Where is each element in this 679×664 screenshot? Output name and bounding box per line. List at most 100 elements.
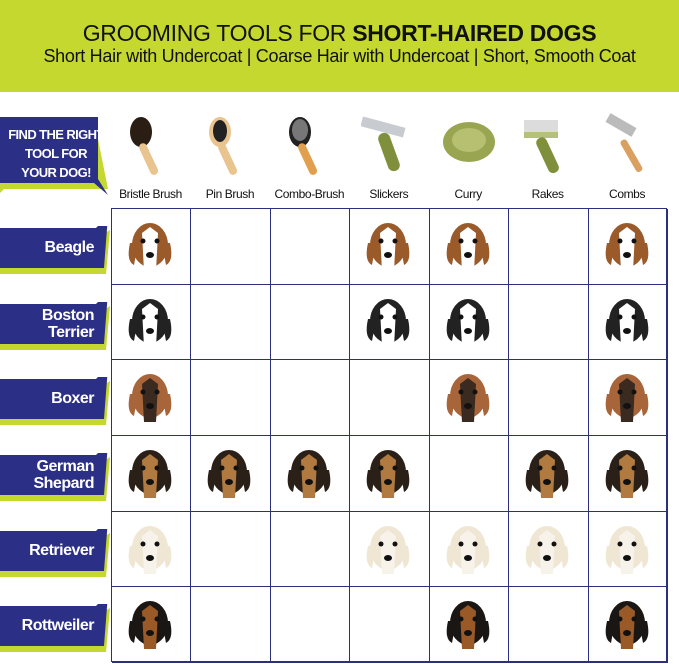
dog-photo-icon	[366, 525, 410, 574]
grid-cell-empty	[350, 587, 430, 663]
tool-combs: Combs	[588, 110, 667, 201]
tool-label: Pin Brush	[205, 187, 255, 201]
dog-photo-icon	[446, 601, 490, 650]
grid-cell-empty	[191, 209, 271, 285]
tool-label: Rakes	[531, 187, 564, 201]
callout-text: FIND THE RIGHT TOOL FOR YOUR DOG!	[8, 127, 104, 180]
grid-cell-recommended	[270, 436, 351, 512]
grid-cell-recommended	[112, 587, 192, 663]
dog-name: Retriever	[29, 541, 94, 559]
grid-cell-empty	[270, 209, 351, 285]
grid-cell-recommended	[429, 284, 510, 361]
dog-name: Boxer	[51, 390, 94, 408]
combo-brush-icon	[288, 117, 317, 175]
grid-cell-recommended	[112, 284, 192, 361]
tool-slickers: Slickers	[349, 110, 428, 201]
header-banner: GROOMING TOOLS FOR SHORT-HAIRED DOGS Sho…	[0, 0, 679, 92]
grid-cell-empty	[270, 511, 351, 588]
tool-pin-brush: Pin Brush	[190, 110, 269, 201]
grid-cell-recommended	[588, 511, 668, 588]
grid-cell-recommended	[429, 360, 510, 436]
dog-photo-icon	[605, 525, 648, 574]
dog-name: Rottweiler	[21, 617, 95, 635]
grid-cell-recommended	[191, 436, 271, 512]
dog-photo-icon	[605, 223, 648, 271]
rake-icon	[524, 120, 560, 174]
grid-cell-recommended	[588, 436, 668, 512]
grid-cell-empty	[270, 587, 351, 663]
callout-banner: FIND THE RIGHT TOOL FOR YOUR DOG!	[0, 117, 108, 197]
dog-photo-icon	[446, 223, 490, 271]
dog-photo-icon	[446, 374, 490, 423]
tool-label: Curry	[454, 187, 483, 201]
grid-cell-recommended	[588, 587, 668, 663]
dog-photo-icon	[446, 298, 490, 347]
dog-photo-icon	[605, 601, 648, 650]
grid-cell-recommended	[429, 587, 510, 663]
grid-cell-recommended	[588, 209, 668, 285]
dog-label-german-shepard: German Shepard	[0, 453, 110, 501]
dog-label-boston-terrier: Boston Terrier	[0, 301, 110, 350]
dog-photo-icon	[366, 450, 410, 498]
grid-cell-empty	[191, 284, 271, 361]
dog-name: Beagle	[44, 239, 95, 256]
title-bold: SHORT-HAIRED DOGS	[352, 20, 597, 46]
grid-cell-empty	[509, 209, 589, 285]
tool-curry: Curry	[429, 110, 508, 201]
tool-bristle-brush: Bristle Brush	[111, 110, 190, 201]
grid-cell-recommended	[112, 209, 192, 285]
tool-label: Bristle Brush	[119, 187, 182, 201]
slicker-icon	[361, 116, 406, 172]
dog-label-boxer: Boxer	[0, 377, 110, 426]
page-subtitle: Short Hair with Undercoat | Coarse Hair …	[43, 46, 636, 66]
dog-photo-icon	[605, 298, 648, 347]
pin-brush-icon	[209, 117, 238, 175]
dog-label-retriever: Retriever	[0, 528, 110, 577]
grid-cell-recommended	[429, 209, 510, 285]
dog-name: Boston Terrier	[41, 306, 95, 341]
dog-photo-icon	[287, 450, 331, 498]
grid-cell-empty	[270, 360, 351, 436]
tool-matrix	[111, 208, 668, 663]
dog-name: German Shepard	[33, 458, 94, 492]
grid-cell-recommended	[112, 511, 192, 588]
grid-cell-empty	[509, 284, 589, 361]
grid-cell-recommended	[350, 284, 430, 361]
dog-photo-icon	[128, 450, 172, 498]
grid-cell-empty	[509, 360, 589, 436]
grid-cell-empty	[191, 587, 271, 663]
grid-cell-empty	[350, 360, 430, 436]
dog-photo-icon	[128, 298, 172, 347]
page-title: GROOMING TOOLS FOR SHORT-HAIRED DOGS	[0, 20, 679, 47]
grid-cell-empty	[191, 511, 271, 588]
dog-photo-icon	[525, 525, 569, 574]
grid-cell-empty	[429, 436, 510, 512]
dog-photo-icon	[128, 601, 172, 650]
tool-combo-brush: Combo-Brush	[270, 110, 349, 201]
grid-cell-recommended	[429, 511, 510, 588]
dog-photo-icon	[128, 374, 172, 423]
dog-label-rottweiler: Rottweiler	[0, 604, 110, 653]
dog-photo-icon	[366, 298, 410, 347]
dog-photo-icon	[128, 223, 172, 271]
grid-cell-recommended	[509, 436, 589, 512]
bristle-brush-icon	[130, 117, 159, 175]
grid-cell-recommended	[350, 436, 430, 512]
dog-photo-icon	[605, 450, 648, 498]
dog-photo-icon	[208, 450, 251, 498]
grid-cell-recommended	[350, 209, 430, 285]
grid-cell-empty	[270, 284, 351, 361]
grid-cell-recommended	[588, 360, 668, 436]
dog-label-beagle: Beagle	[0, 226, 110, 274]
dog-photo-icon	[446, 525, 490, 574]
grid-cell-recommended	[509, 511, 589, 588]
grid-cell-recommended	[350, 511, 430, 588]
tool-rakes: Rakes	[508, 110, 587, 201]
grid-cell-empty	[509, 587, 589, 663]
tool-label: Combo-Brush	[274, 187, 345, 201]
dog-photo-icon	[605, 374, 648, 423]
grid-cell-recommended	[112, 360, 192, 436]
tool-label: Combs	[609, 187, 646, 201]
dog-photo-icon	[525, 450, 569, 498]
grid-cell-recommended	[112, 436, 192, 512]
